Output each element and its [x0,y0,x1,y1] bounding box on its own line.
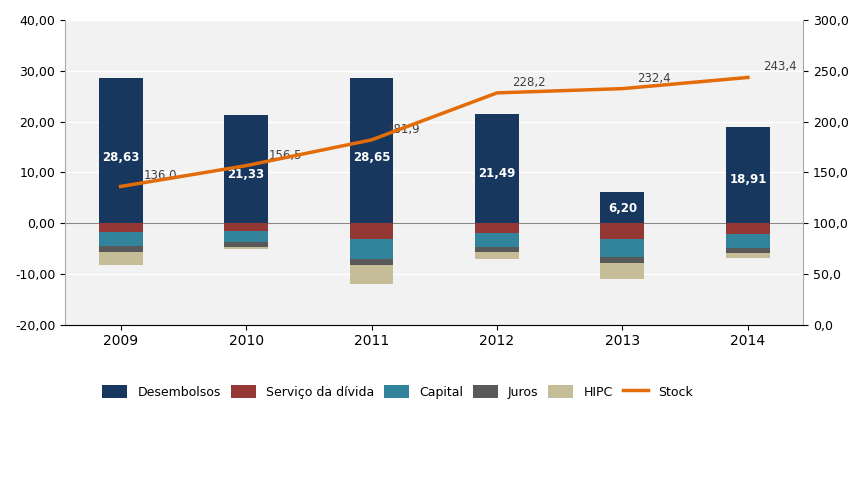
Bar [350,77,393,223]
Bar [98,232,143,246]
Bar [475,252,519,259]
Bar [475,247,519,252]
Bar [350,223,393,239]
Bar [98,78,143,223]
Bar [600,263,645,280]
Stock [116,184,126,189]
Bar [350,264,393,284]
Bar [350,239,393,259]
Stock [743,75,753,80]
Stock [492,90,502,96]
Bar [600,239,645,257]
Text: 243,4: 243,4 [763,60,797,74]
Text: 156,5: 156,5 [269,149,302,162]
Text: 181,9: 181,9 [386,123,420,136]
Bar [224,115,268,223]
Bar [726,248,770,254]
Text: 136,0: 136,0 [143,169,177,183]
Bar [726,223,770,234]
Bar [98,223,143,232]
Bar [350,259,393,264]
Text: 232,4: 232,4 [638,72,671,85]
Bar [475,114,519,223]
Text: 228,2: 228,2 [512,76,546,89]
Stock [241,163,251,169]
Text: 18,91: 18,91 [729,173,766,187]
Bar [726,254,770,258]
Stock [617,86,627,92]
Bar [726,234,770,248]
Text: 28,63: 28,63 [102,151,139,164]
Bar [224,247,268,249]
Text: 21,49: 21,49 [479,168,516,181]
Bar [475,223,519,233]
Bar [600,191,645,223]
Bar [98,252,143,265]
Bar [224,223,268,231]
Bar [600,223,645,239]
Stock [366,137,377,143]
Bar [726,127,770,223]
Text: 28,65: 28,65 [353,151,391,164]
Text: 6,20: 6,20 [608,203,637,215]
Legend: Desembolsos, Serviço da dívida, Capital, Juros, HIPC, Stock: Desembolsos, Serviço da dívida, Capital,… [98,380,697,404]
Bar [224,242,268,247]
Text: 21,33: 21,33 [227,168,264,181]
Bar [600,257,645,263]
Bar [98,246,143,252]
Bar [224,231,268,242]
Bar [475,233,519,247]
Line: Stock: Stock [121,77,748,187]
